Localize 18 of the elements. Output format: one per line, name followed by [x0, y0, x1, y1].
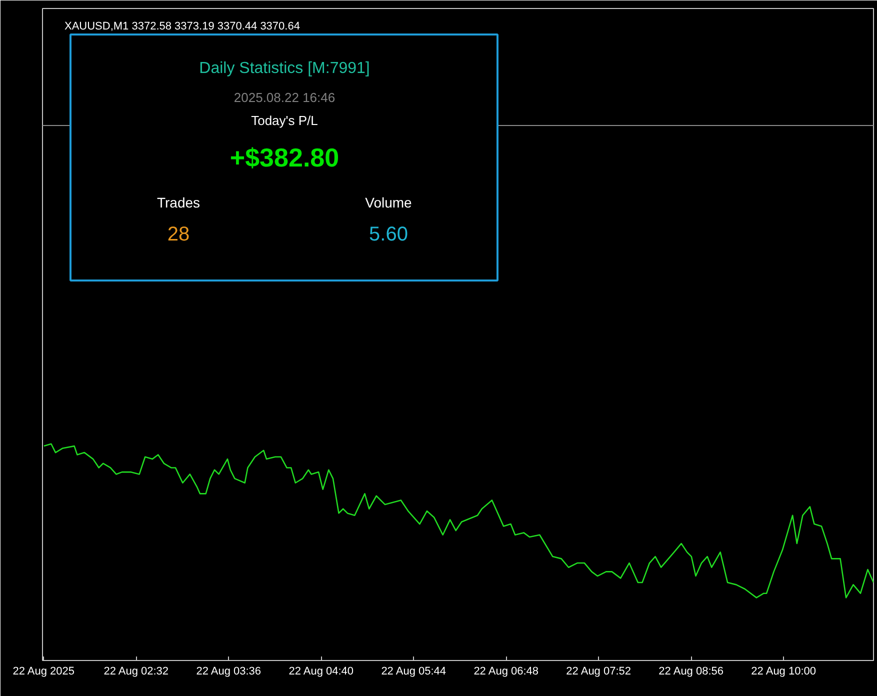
x-tick-label: 22 Aug 08:56	[658, 666, 724, 678]
text: Today's P/L	[251, 113, 318, 128]
x-tick-label: 22 Aug 03:36	[196, 666, 262, 678]
x-tick-label: 22 Aug 10:00	[751, 666, 816, 678]
chart-title: XAUUSD,M1 3372.58 3373.19 3370.44 3370.64	[64, 20, 300, 32]
text: 2025.08.22 16:46	[234, 90, 336, 105]
text: Trades	[156, 194, 200, 210]
x-tick-label: 22 Aug 07:52	[566, 666, 632, 678]
text: Volume	[365, 194, 412, 210]
x-tick-label: 22 Aug 06:48	[474, 666, 539, 678]
text: +$382.80	[230, 142, 340, 172]
text: Daily Statistics [M:7991]	[199, 60, 370, 77]
x-tick-label: 22 Aug 04:40	[288, 666, 354, 678]
x-tick-label: 22 Aug 2025	[12, 666, 75, 678]
text: 5.60	[369, 224, 408, 246]
x-tick-label: 22 Aug 05:44	[381, 666, 446, 678]
text: 28	[167, 224, 190, 246]
x-tick-label: 22 Aug 02:32	[104, 666, 169, 678]
